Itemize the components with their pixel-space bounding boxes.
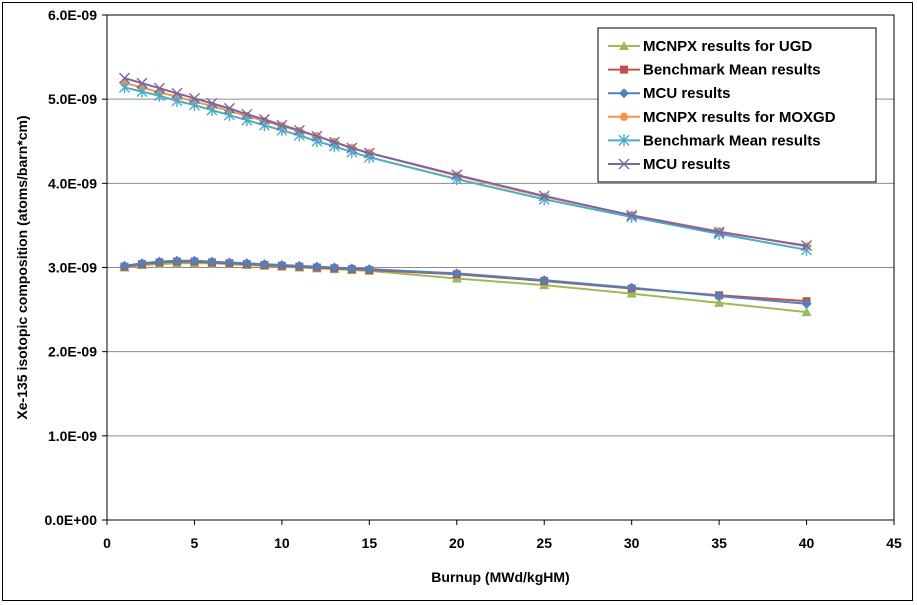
series-5 (118, 72, 813, 252)
series-line (124, 77, 807, 247)
data-point (224, 257, 235, 268)
x-tick-label: 0 (103, 535, 111, 551)
data-point (171, 255, 182, 266)
data-point (311, 261, 322, 272)
series-2 (119, 255, 812, 309)
data-point (258, 113, 270, 125)
data-point (626, 282, 637, 293)
legend-marker (619, 88, 629, 99)
data-point (801, 307, 812, 317)
legend-label: Benchmark Mean results (643, 132, 821, 149)
data-point (328, 136, 340, 148)
legend-label: MCNPX results for UGD (643, 38, 812, 55)
x-tick-labels: 0 5 10 15 20 25 30 35 40 45 (103, 535, 902, 551)
data-point (241, 108, 253, 120)
legend-marker (620, 65, 628, 74)
legend-label: MCNPX results for MOXGD (643, 109, 836, 126)
legend-item: MCU results (608, 156, 731, 173)
data-point (136, 258, 147, 269)
data-point (206, 256, 217, 267)
x-tick-label: 30 (624, 535, 640, 551)
data-point (363, 147, 375, 159)
legend-marker (618, 134, 630, 147)
data-point (311, 130, 323, 142)
data-point (346, 263, 357, 274)
legend-item: Benchmark Mean results (608, 132, 821, 149)
x-tick-label: 45 (886, 535, 902, 551)
data-point (276, 119, 288, 131)
data-point (189, 255, 200, 266)
data-point (119, 260, 130, 271)
series-line (124, 262, 807, 314)
data-point (539, 275, 550, 286)
axes (102, 14, 895, 525)
y-tick-label: 5.0E-09 (48, 91, 97, 107)
data-point (346, 142, 358, 154)
y-tick-label: 6.0E-09 (48, 7, 97, 23)
data-point (171, 87, 183, 99)
data-point (538, 190, 550, 202)
y-axis-label: Xe-135 isotopic composition (atoms/barn*… (14, 115, 30, 419)
y-tick-label: 3.0E-09 (48, 260, 97, 276)
legend-item: MCNPX results for UGD (608, 38, 812, 55)
data-point (801, 240, 813, 252)
data-point (241, 258, 252, 269)
legend-label: MCU results (643, 156, 731, 173)
data-point (294, 260, 305, 271)
y-tick-labels: 0.0E+00 1.0E-09 2.0E-09 3.0E-09 4.0E-09 5.0E-… (44, 7, 97, 528)
data-point (153, 82, 165, 94)
x-tick-label: 25 (536, 535, 552, 551)
data-point (713, 226, 725, 238)
legend-box (597, 27, 877, 183)
legend-label: Benchmark Mean results (643, 62, 821, 79)
x-tick-label: 20 (449, 535, 465, 551)
series-line (124, 86, 807, 251)
legend-marker (618, 158, 630, 170)
x-tick-label: 5 (191, 535, 199, 551)
legend-item: Benchmark Mean results (608, 62, 821, 79)
data-point (329, 262, 340, 273)
data-point (223, 102, 235, 114)
x-tick-label: 15 (362, 535, 378, 551)
data-point (714, 297, 725, 307)
x-tick-label: 40 (799, 535, 815, 551)
data-point (136, 77, 148, 89)
y-tick-label: 4.0E-09 (48, 175, 97, 191)
plot-area (106, 14, 895, 521)
data-point (206, 97, 218, 109)
legend-label: MCU results (643, 85, 731, 102)
y-tick-label: 0.0E+00 (44, 512, 97, 528)
data-point (801, 298, 812, 309)
data-point (714, 291, 725, 302)
data-point (118, 81, 130, 94)
data-point (626, 209, 638, 221)
legend-item: MCNPX results for MOXGD (608, 109, 836, 126)
data-point (118, 72, 130, 84)
data-point (451, 169, 463, 181)
x-tick-label: 35 (711, 535, 727, 551)
legend-item: MCU results (608, 85, 731, 102)
x-tick-label: 10 (274, 535, 290, 551)
data-point (364, 264, 375, 275)
series-0 (119, 258, 812, 317)
y-tick-label: 2.0E-09 (48, 344, 97, 360)
data-point (154, 256, 165, 267)
data-point (276, 259, 287, 270)
data-point (626, 288, 637, 298)
x-axis-label: Burnup (MWd/kgHM) (431, 569, 569, 585)
y-tick-label: 1.0E-09 (48, 428, 97, 444)
legend: MCNPX results for UGD Benchmark Mean resu… (597, 27, 877, 183)
legend-marker (619, 41, 629, 50)
data-point (293, 124, 305, 136)
legend-marker (619, 112, 629, 122)
data-point (259, 259, 270, 270)
data-point (451, 268, 462, 279)
plot-series (118, 72, 813, 317)
data-point (188, 92, 200, 104)
data-point (136, 85, 148, 98)
